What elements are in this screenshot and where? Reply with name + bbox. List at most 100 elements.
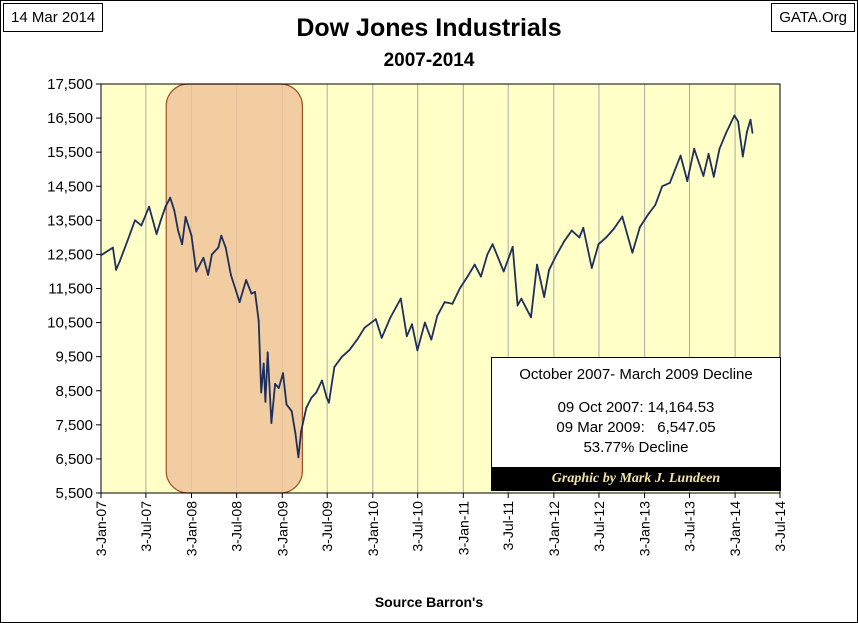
- chart-title: Dow Jones Industrials: [296, 14, 562, 42]
- x-axis-label: Source Barron's: [374, 594, 484, 610]
- data-point-52: [356, 338, 359, 341]
- data-point-8: [155, 233, 158, 235]
- data-point-58: [405, 335, 408, 338]
- site-label: GATA.Org: [771, 3, 855, 32]
- data-point-18: [202, 256, 205, 259]
- data-point-72: [502, 270, 505, 273]
- data-point-62: [430, 338, 433, 341]
- data-point-53: [363, 326, 366, 329]
- data-point-11: [169, 196, 172, 199]
- data-point-2: [115, 268, 118, 271]
- data-point-44: [310, 396, 313, 399]
- data-point-57: [399, 297, 402, 300]
- data-point-40: [294, 432, 297, 435]
- data-point-23: [224, 246, 227, 249]
- y-tick-label-2: 7,500: [55, 417, 93, 434]
- data-point-20: [210, 253, 213, 256]
- data-point-104: [725, 132, 727, 135]
- data-point-88: [605, 236, 608, 239]
- data-point-26: [245, 279, 247, 281]
- data-point-87: [597, 243, 600, 246]
- data-point-98: [686, 180, 689, 183]
- data-point-37: [282, 372, 284, 375]
- decline-highlight: [165, 83, 304, 494]
- data-point-15: [184, 216, 187, 218]
- data-point-85: [582, 226, 585, 229]
- data-point-33: [266, 351, 269, 354]
- data-point-0: [100, 254, 102, 257]
- data-point-86: [590, 267, 593, 269]
- data-point-74: [516, 304, 519, 307]
- data-point-13: [177, 229, 180, 232]
- data-point-59: [411, 323, 413, 326]
- data-point-9: [159, 219, 162, 222]
- data-point-28: [254, 291, 256, 293]
- data-point-96: [668, 181, 671, 184]
- x-tick-label-11: 3-Jul-12: [591, 501, 607, 552]
- data-point-45: [315, 391, 318, 394]
- y-tick-label-0: 5,500: [55, 485, 93, 502]
- data-point-106: [737, 120, 739, 123]
- data-point-14: [181, 243, 183, 246]
- data-point-17: [195, 270, 198, 273]
- data-point-21: [217, 246, 220, 249]
- data-point-79: [543, 296, 546, 298]
- data-point-50: [341, 355, 343, 358]
- decline-annotation-box: October 2007- March 2009 Decline 09 Oct …: [491, 357, 781, 468]
- annotation-decline: 53.77% Decline: [583, 439, 689, 456]
- data-point-16: [190, 234, 193, 237]
- data-point-51: [348, 348, 351, 351]
- data-point-108: [746, 130, 748, 133]
- data-point-19: [207, 273, 210, 276]
- annotation-peak: 09 Oct 2007: 14,164.53: [557, 399, 715, 416]
- data-point-70: [486, 253, 489, 256]
- data-point-84: [578, 236, 581, 239]
- data-point-6: [140, 224, 143, 227]
- data-point-38: [285, 403, 288, 406]
- data-point-54: [374, 318, 377, 321]
- data-point-75: [520, 297, 523, 300]
- graphic-credit: Graphic by Mark J. Lundeen: [491, 467, 781, 491]
- x-tick-label-4: 3-Jan-09: [274, 501, 290, 556]
- x-tick-label-3: 3-Jul-08: [229, 501, 245, 552]
- data-point-39: [290, 410, 293, 413]
- x-tick-label-12: 3-Jan-13: [637, 501, 653, 556]
- x-tick-label-7: 3-Jul-10: [410, 501, 426, 552]
- data-point-89: [612, 227, 615, 230]
- data-point-41: [297, 456, 300, 459]
- data-point-35: [274, 383, 276, 385]
- data-point-69: [480, 275, 482, 278]
- y-tick-label-5: 10,500: [47, 315, 93, 332]
- data-point-101: [707, 152, 710, 155]
- data-point-77: [530, 316, 532, 319]
- x-tick-label-0: 3-Jan-07: [93, 501, 109, 556]
- x-tick-label-14: 3-Jan-14: [727, 501, 743, 556]
- data-point-105: [733, 114, 736, 117]
- data-point-83: [570, 229, 573, 232]
- x-tick-label-5: 3-Jul-09: [319, 501, 335, 552]
- data-point-90: [621, 215, 624, 218]
- data-point-60: [416, 349, 419, 352]
- y-tick-label-8: 13,500: [47, 212, 93, 229]
- data-point-24: [230, 273, 232, 276]
- data-point-78: [536, 263, 538, 266]
- data-point-5: [134, 219, 136, 222]
- data-point-67: [466, 275, 469, 278]
- data-point-29: [257, 319, 260, 322]
- annotation-trough: 09 Mar 2009: 6,547.05: [556, 419, 716, 436]
- data-point-94: [654, 204, 657, 206]
- data-point-4: [126, 239, 129, 242]
- data-point-66: [458, 287, 461, 290]
- data-point-109: [749, 118, 752, 121]
- data-point-71: [491, 243, 494, 246]
- data-point-63: [436, 314, 439, 317]
- x-tick-label-6: 3-Jan-10: [365, 501, 381, 556]
- data-point-30: [260, 391, 263, 394]
- y-tick-label-4: 9,500: [55, 349, 93, 366]
- x-tick-label-2: 3-Jan-08: [184, 501, 200, 556]
- data-point-55: [380, 337, 383, 339]
- data-point-95: [661, 185, 664, 188]
- data-point-10: [164, 205, 167, 208]
- data-point-43: [305, 406, 308, 409]
- data-point-48: [328, 401, 330, 404]
